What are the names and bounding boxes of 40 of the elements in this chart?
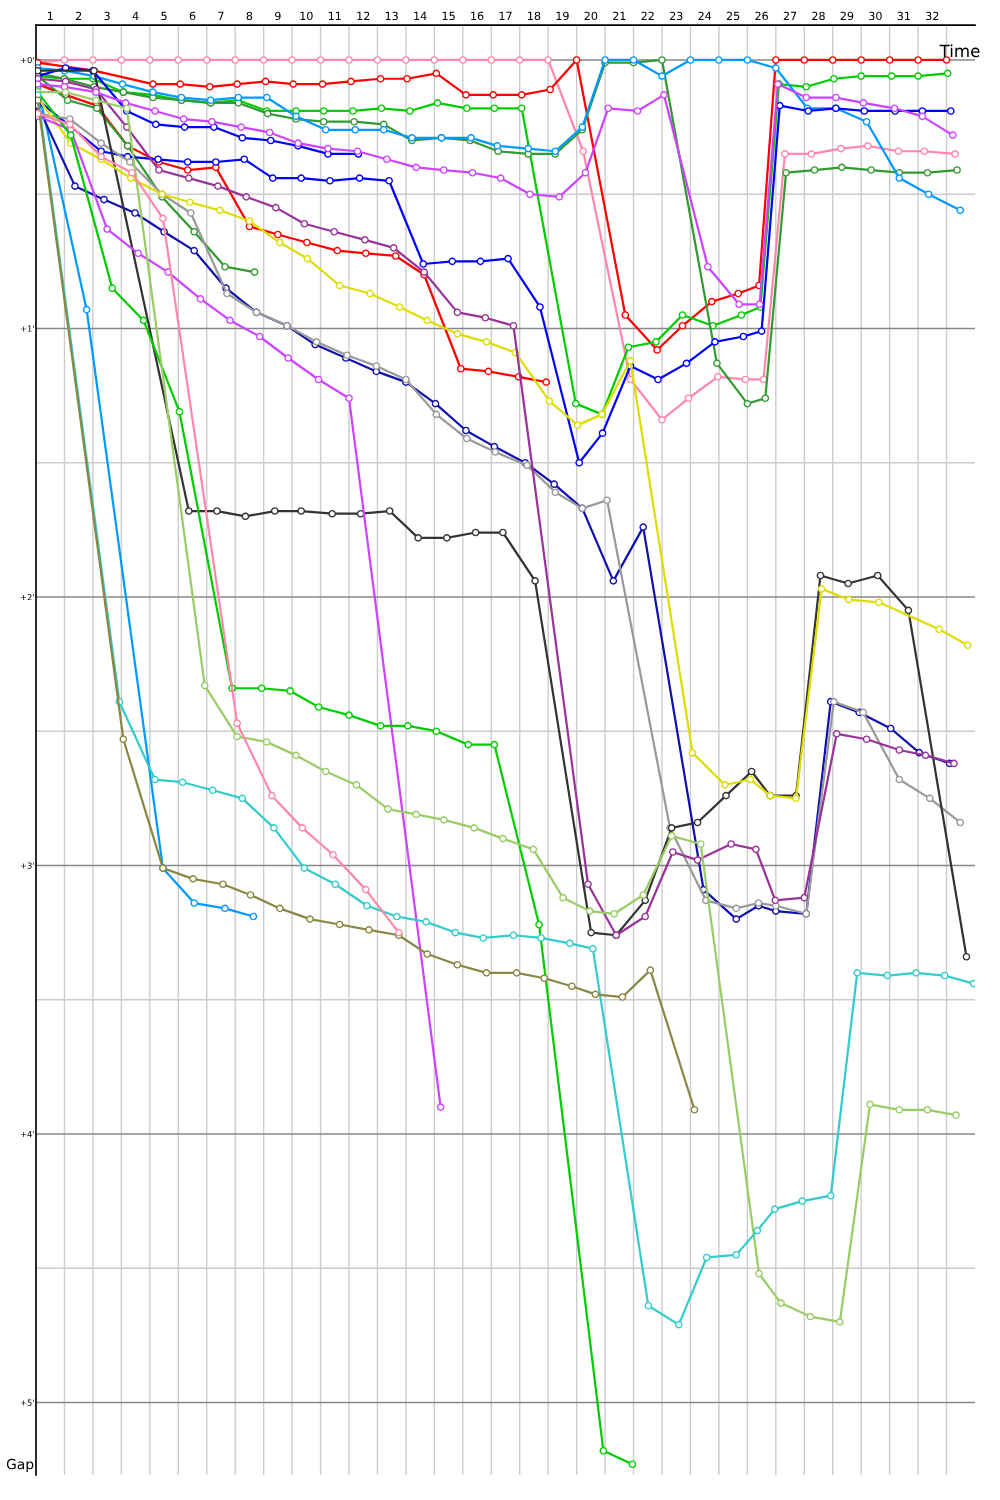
x-tick-label: 11 (328, 11, 341, 20)
x-tick-label: 32 (926, 11, 939, 21)
y-tick-label: +2' (20, 593, 34, 601)
x-tick-label: 7 (218, 11, 224, 20)
x-tick-label: 13 (385, 11, 398, 21)
x-tick-label: 20 (584, 11, 598, 21)
x-tick-label: 25 (726, 11, 740, 21)
x-tick-label: 29 (840, 11, 854, 21)
x-tick-label: 4 (132, 11, 139, 20)
x-tick-label: 18 (528, 11, 541, 21)
x-tick-label: 26 (755, 11, 768, 21)
x-tick-label: 22 (641, 11, 654, 20)
x-tick-label: 5 (161, 11, 167, 21)
x-tick-label: 9 (275, 11, 281, 21)
x-tick-label: 3 (104, 11, 110, 21)
x-tick-label: 30 (869, 11, 882, 21)
x-tick-label: 8 (246, 11, 253, 21)
y-tick-label: +1' (20, 325, 34, 332)
x-tick-label: 17 (499, 11, 512, 20)
y-tick-label: +4' (20, 1131, 34, 1138)
x-tick-label: 12 (357, 11, 370, 20)
x-tick-label: 23 (669, 11, 683, 21)
y-axis-title: Gap (6, 1458, 34, 1473)
x-tick-label: 1 (47, 11, 53, 20)
y-tick-label: +5' (20, 1399, 34, 1406)
x-tick-label: 27 (783, 11, 797, 20)
x-axis-title: Time (939, 44, 980, 58)
x-tick-label: 28 (812, 11, 825, 21)
x-tick-label: 10 (300, 11, 313, 21)
x-tick-label: 15 (442, 11, 455, 21)
x-tick-label: 2 (75, 11, 82, 20)
x-tick-label: 19 (556, 11, 569, 21)
x-tick-label: 24 (698, 11, 712, 20)
x-tick-label: 16 (471, 11, 484, 21)
y-tick-label: +3' (20, 862, 34, 869)
x-tick-label: 14 (414, 11, 427, 20)
y-tick-label: +0' (20, 56, 34, 64)
x-tick-label: 6 (189, 11, 196, 21)
x-tick-label: 31 (897, 11, 910, 21)
x-tick-label: 21 (613, 11, 626, 20)
